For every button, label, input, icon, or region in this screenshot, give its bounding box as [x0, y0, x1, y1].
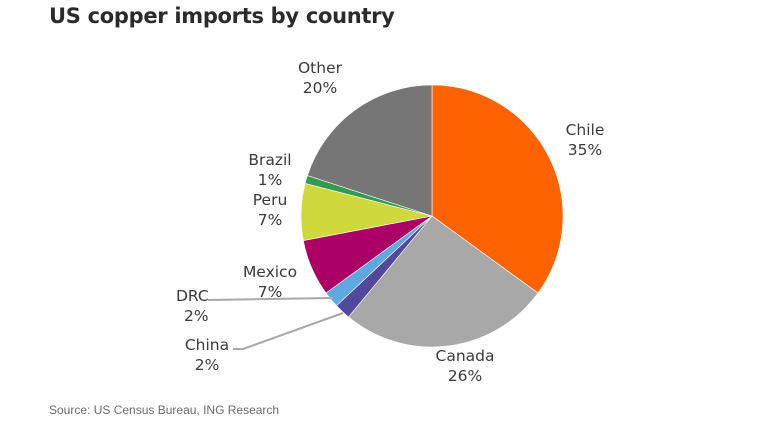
label-canada-pct: 26% — [447, 367, 483, 385]
label-china: China 2% — [178, 335, 236, 375]
label-mexico: Mexico 7% — [235, 262, 305, 302]
label-canada-name: Canada — [435, 347, 495, 365]
pie-slices — [300, 84, 564, 348]
label-peru-name: Peru — [252, 191, 288, 209]
chart-title: US copper imports by country — [49, 4, 395, 28]
label-drc: DRC 2% — [176, 286, 220, 326]
china-leader-line — [233, 312, 344, 350]
label-chile-pct: 35% — [567, 141, 603, 159]
label-drc-pct: 2% — [184, 307, 209, 325]
label-chile: Chile 35% — [555, 120, 615, 160]
label-brazil-pct: 1% — [257, 171, 283, 189]
label-other-name: Other — [297, 59, 342, 77]
label-china-pct: 2% — [194, 356, 220, 374]
source-note: Source: US Census Bureau, ING Research — [49, 403, 280, 417]
label-peru: Peru 7% — [240, 190, 300, 230]
label-china-name: China — [184, 336, 230, 354]
label-mexico-name: Mexico — [242, 263, 298, 281]
pie-slice-canada — [348, 215, 539, 348]
label-brazil: Brazil 1% — [240, 150, 300, 190]
label-mexico-pct: 7% — [257, 283, 283, 301]
label-peru-pct: 7% — [257, 211, 283, 229]
label-drc-name: DRC — [176, 287, 209, 305]
drc-leader-line — [207, 297, 334, 301]
label-canada: Canada 26% — [425, 346, 505, 386]
pie-slice-other — [307, 84, 433, 217]
pie-slice-chile — [431, 84, 564, 294]
label-chile-name: Chile — [565, 121, 605, 139]
label-other: Other 20% — [290, 58, 350, 98]
label-other-pct: 20% — [302, 79, 338, 97]
label-brazil-name: Brazil — [248, 151, 292, 169]
